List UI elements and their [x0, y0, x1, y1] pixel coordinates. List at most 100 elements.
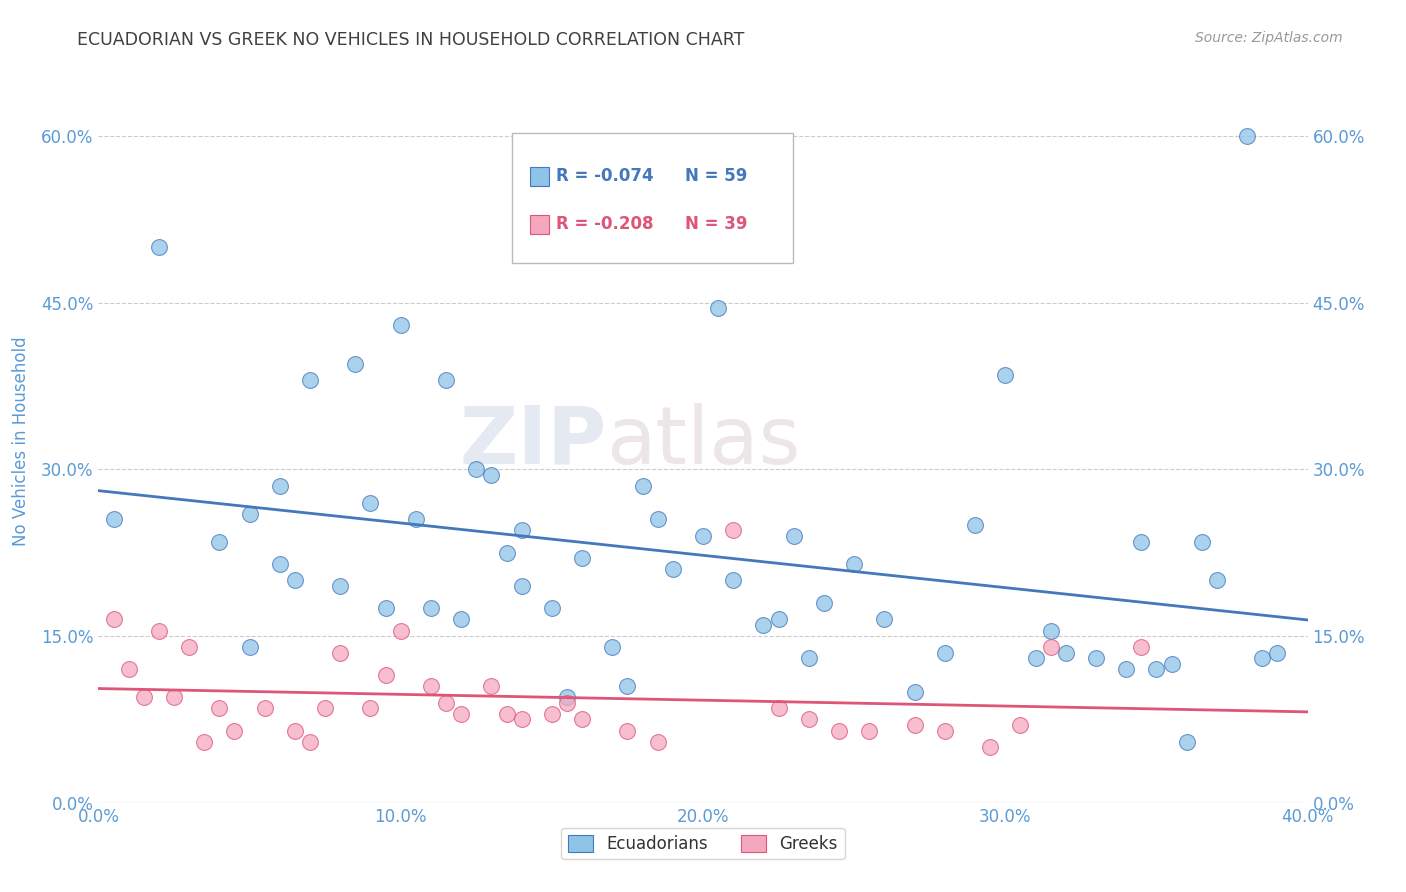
Text: N = 39: N = 39 [685, 216, 747, 234]
Point [707, 301, 730, 315]
Point [495, 546, 517, 560]
Point [389, 624, 412, 638]
Point [132, 690, 155, 705]
Point [1251, 651, 1274, 665]
Point [723, 524, 745, 538]
Point [208, 701, 231, 715]
Point [540, 601, 562, 615]
Point [481, 679, 503, 693]
Point [224, 723, 246, 738]
Point [374, 668, 396, 682]
Point [661, 562, 683, 576]
Point [389, 318, 412, 332]
Point [979, 740, 1001, 755]
Point [450, 706, 472, 721]
Point [148, 240, 170, 254]
Point [797, 713, 820, 727]
Point [208, 534, 231, 549]
Text: ZIP: ZIP [458, 402, 606, 481]
Text: Source: ZipAtlas.com: Source: ZipAtlas.com [1195, 31, 1343, 45]
Point [797, 651, 820, 665]
Point [616, 679, 638, 693]
Point [1085, 651, 1108, 665]
Point [314, 701, 336, 715]
Point [1130, 534, 1153, 549]
Point [631, 479, 654, 493]
Point [904, 718, 927, 732]
Point [934, 646, 956, 660]
Point [904, 684, 927, 698]
Point [405, 512, 427, 526]
Point [602, 640, 624, 655]
Point [571, 713, 593, 727]
Point [179, 640, 201, 655]
Text: atlas: atlas [606, 402, 800, 481]
Point [647, 512, 669, 526]
Point [481, 467, 503, 482]
Point [193, 734, 215, 748]
Point [103, 512, 125, 526]
Point [450, 612, 472, 626]
Text: R = -0.074: R = -0.074 [557, 168, 654, 186]
Point [555, 696, 578, 710]
Point [360, 496, 382, 510]
Point [1144, 662, 1167, 676]
Point [1039, 640, 1062, 655]
Point [510, 579, 533, 593]
Point [148, 624, 170, 638]
Point [783, 529, 806, 543]
Point [299, 373, 322, 387]
Point [299, 734, 322, 748]
Point [239, 507, 262, 521]
Point [163, 690, 186, 705]
Y-axis label: No Vehicles in Household: No Vehicles in Household [11, 336, 30, 547]
Point [1236, 128, 1258, 143]
Point [510, 713, 533, 727]
Point [253, 701, 276, 715]
Point [1039, 624, 1062, 638]
Point [1024, 651, 1046, 665]
Text: R = -0.208: R = -0.208 [557, 216, 654, 234]
Point [434, 373, 457, 387]
Point [118, 662, 141, 676]
Point [360, 701, 382, 715]
Text: N = 59: N = 59 [685, 168, 747, 186]
Point [1206, 574, 1229, 588]
Point [844, 557, 866, 571]
Point [344, 357, 367, 371]
Point [965, 517, 987, 532]
Point [495, 706, 517, 721]
Point [1115, 662, 1137, 676]
Point [571, 551, 593, 566]
Point [1160, 657, 1182, 671]
Point [1267, 646, 1289, 660]
Point [420, 679, 443, 693]
Point [647, 734, 669, 748]
Legend: Ecuadorians, Greeks: Ecuadorians, Greeks [561, 828, 845, 860]
Point [284, 574, 307, 588]
Point [269, 479, 291, 493]
Point [616, 723, 638, 738]
Point [1010, 718, 1032, 732]
Point [329, 646, 352, 660]
Point [828, 723, 851, 738]
Point [1130, 640, 1153, 655]
Point [329, 579, 352, 593]
Point [284, 723, 307, 738]
Point [934, 723, 956, 738]
Point [768, 701, 790, 715]
Point [465, 462, 488, 476]
Point [103, 612, 125, 626]
Point [1175, 734, 1198, 748]
Point [723, 574, 745, 588]
Text: ECUADORIAN VS GREEK NO VEHICLES IN HOUSEHOLD CORRELATION CHART: ECUADORIAN VS GREEK NO VEHICLES IN HOUSE… [77, 31, 745, 49]
Point [768, 612, 790, 626]
Point [239, 640, 262, 655]
Point [420, 601, 443, 615]
Point [994, 368, 1017, 382]
Point [434, 696, 457, 710]
Point [692, 529, 714, 543]
Point [555, 690, 578, 705]
Point [752, 618, 775, 632]
Point [374, 601, 396, 615]
